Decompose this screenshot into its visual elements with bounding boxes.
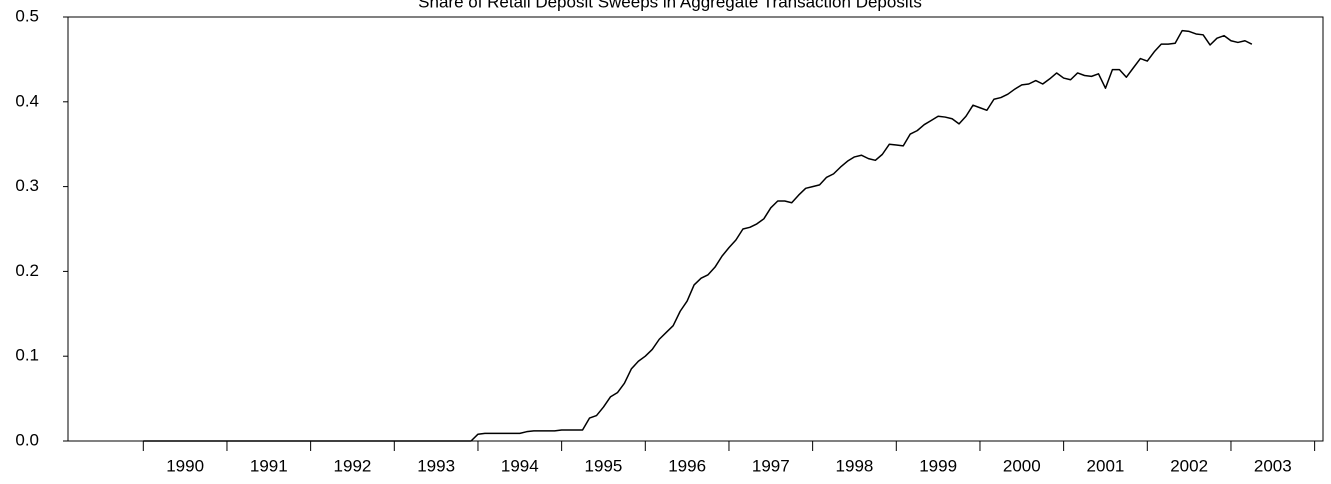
x-tick-label: 1998 (836, 456, 874, 475)
x-tick-label: 2001 (1087, 456, 1125, 475)
x-tick-label: 1996 (668, 456, 706, 475)
x-tick-label: 1990 (166, 456, 204, 475)
x-tick-label: 1995 (585, 456, 623, 475)
x-tick-label: 1991 (250, 456, 288, 475)
y-tick-label: 0.2 (15, 261, 39, 280)
x-tick-label: 1999 (919, 456, 957, 475)
x-tick-label: 1992 (334, 456, 372, 475)
x-tick-label: 1993 (417, 456, 455, 475)
x-tick-label: 1994 (501, 456, 539, 475)
y-tick-label: 0.1 (15, 346, 39, 365)
y-tick-label: 0.5 (15, 6, 39, 25)
chart-title: Share of Retail Deposit Sweeps in Aggreg… (418, 0, 922, 11)
x-tick-label: 2000 (1003, 456, 1041, 475)
x-tick-label: 1997 (752, 456, 790, 475)
y-tick-label: 0.0 (15, 430, 39, 449)
x-tick-label: 2002 (1170, 456, 1208, 475)
x-tick-label: 2003 (1254, 456, 1292, 475)
data-line (143, 29, 1253, 442)
plot-frame (67, 16, 1324, 442)
y-tick-label: 0.3 (15, 176, 39, 195)
y-tick-label: 0.4 (15, 91, 39, 110)
